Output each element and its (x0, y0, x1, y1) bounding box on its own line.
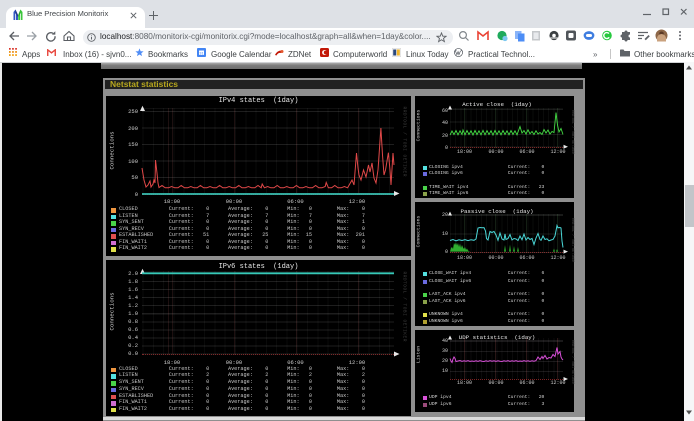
svg-text:31: 31 (199, 50, 204, 55)
